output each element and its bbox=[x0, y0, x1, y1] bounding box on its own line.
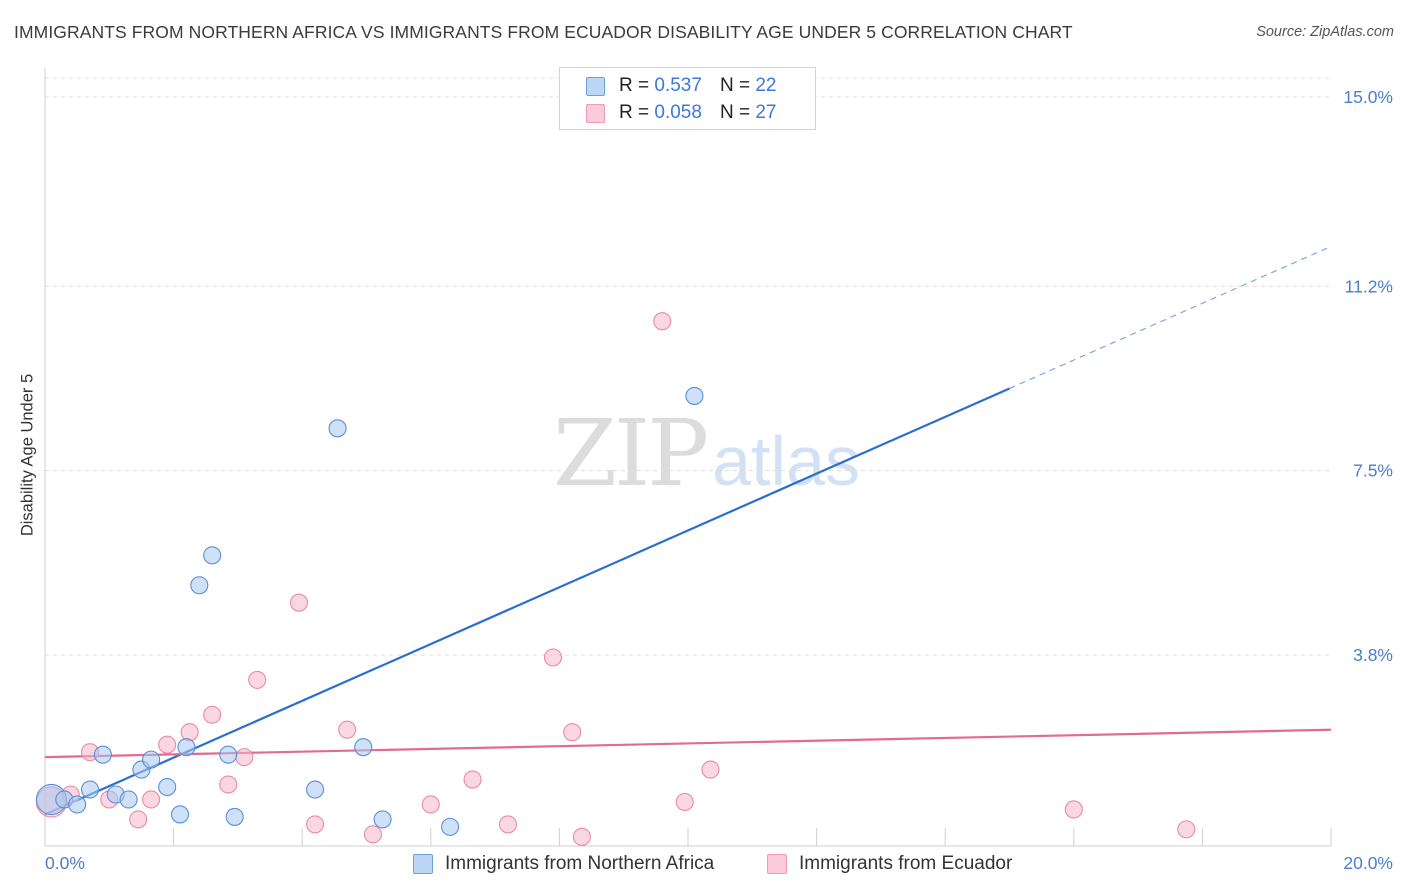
tick-label-layer: 3.8% 7.5% 11.2% 15.0% 0.0% 20.0% bbox=[45, 87, 1393, 873]
legend-swatch-blue bbox=[586, 76, 605, 96]
x-tick-label: 0.0% bbox=[45, 853, 85, 873]
data-point-ecuador bbox=[421, 795, 440, 814]
legend-swatch-pink bbox=[586, 103, 605, 123]
legend-r-label: R = bbox=[619, 75, 650, 96]
trendline-ecuador bbox=[44, 728, 1332, 759]
data-point-ecuador bbox=[306, 815, 325, 834]
data-point-northern-africa bbox=[685, 386, 704, 405]
data-point-ecuador bbox=[701, 760, 720, 779]
legend-r-value: 0.537 bbox=[654, 75, 702, 96]
watermark: ZIPatlas bbox=[553, 400, 860, 507]
data-point-ecuador bbox=[338, 720, 357, 739]
series-legend-ecuador: Immigrants from Ecuador bbox=[767, 851, 1012, 877]
x-tick-label: 20.0% bbox=[1343, 853, 1393, 873]
data-point-ecuador bbox=[543, 648, 563, 667]
series-legend-label: Immigrants from Northern Africa bbox=[445, 853, 715, 874]
data-point-ecuador bbox=[203, 705, 222, 724]
data-point-northern-africa bbox=[354, 738, 373, 757]
point-layer bbox=[35, 312, 1196, 846]
data-point-northern-africa bbox=[219, 745, 238, 764]
data-point-northern-africa bbox=[170, 805, 190, 824]
data-point-ecuador bbox=[498, 815, 518, 834]
data-point-northern-africa bbox=[190, 576, 209, 595]
data-point-ecuador bbox=[675, 792, 694, 812]
data-point-northern-africa bbox=[68, 795, 87, 814]
legend-row-northern-africa: R = 0.537 N = 22 bbox=[586, 74, 776, 98]
data-point-ecuador bbox=[158, 735, 177, 754]
correlation-legend: R = 0.537 N = 22 R = 0.058 N = 27 bbox=[559, 67, 816, 130]
axis-layer bbox=[44, 68, 1332, 847]
data-point-ecuador bbox=[1064, 800, 1083, 819]
trendline-extension-northern-africa bbox=[1009, 245, 1332, 390]
legend-r-value: 0.058 bbox=[654, 102, 702, 123]
series-legend-label: Immigrants from Ecuador bbox=[799, 853, 1013, 874]
data-point-northern-africa bbox=[306, 780, 325, 799]
grid-layer bbox=[45, 77, 1331, 656]
trend-layer bbox=[44, 245, 1332, 816]
y-tick-label: 15.0% bbox=[1343, 87, 1393, 107]
data-point-northern-africa bbox=[203, 546, 222, 565]
data-point-ecuador bbox=[289, 593, 309, 612]
data-point-ecuador bbox=[219, 775, 238, 794]
chart-title: IMMIGRANTS FROM NORTHERN AFRICA VS IMMIG… bbox=[14, 22, 1073, 42]
data-point-northern-africa bbox=[158, 777, 177, 797]
legend-n-label: N = bbox=[719, 102, 751, 123]
data-point-northern-africa bbox=[119, 790, 138, 809]
y-tick-label: 7.5% bbox=[1353, 461, 1393, 481]
legend-r-label: R = bbox=[619, 102, 650, 123]
data-point-ecuador bbox=[572, 827, 591, 846]
legend-n-value: 27 bbox=[755, 102, 777, 123]
y-tick-label: 3.8% bbox=[1353, 645, 1393, 665]
data-point-ecuador bbox=[248, 670, 267, 689]
data-point-northern-africa bbox=[93, 745, 112, 764]
data-point-northern-africa bbox=[225, 807, 244, 826]
data-point-northern-africa bbox=[142, 750, 161, 769]
data-point-ecuador bbox=[1177, 820, 1196, 839]
watermark-zip: ZIP bbox=[553, 400, 709, 507]
data-point-northern-africa bbox=[177, 738, 196, 757]
data-point-northern-africa bbox=[373, 810, 392, 829]
legend-row-ecuador: R = 0.058 N = 27 bbox=[586, 101, 776, 125]
data-point-northern-africa bbox=[328, 419, 347, 438]
source-label: Source: ZipAtlas.com bbox=[1256, 24, 1394, 40]
data-point-ecuador bbox=[363, 825, 382, 844]
data-point-northern-africa bbox=[441, 817, 460, 836]
data-point-ecuador bbox=[129, 810, 148, 829]
data-point-ecuador bbox=[142, 790, 161, 809]
series-legend-northern-africa: Immigrants from Northern Africa bbox=[413, 851, 714, 877]
legend-n-label: N = bbox=[719, 75, 751, 96]
data-point-ecuador bbox=[463, 770, 482, 789]
data-point-ecuador bbox=[180, 723, 199, 742]
y-tick-label: 11.2% bbox=[1345, 276, 1393, 296]
data-point-ecuador bbox=[563, 723, 582, 742]
data-point-ecuador bbox=[653, 312, 672, 331]
legend-swatch-pink bbox=[767, 854, 787, 874]
data-point-ecuador bbox=[235, 748, 254, 767]
data-point-northern-africa bbox=[80, 780, 100, 799]
legend-swatch-blue bbox=[413, 854, 433, 874]
legend-n-value: 22 bbox=[755, 75, 777, 96]
trendline-northern-africa bbox=[44, 387, 1010, 816]
